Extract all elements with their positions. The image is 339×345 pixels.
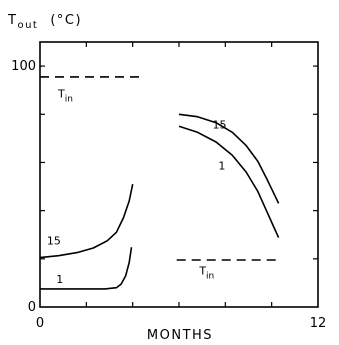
x-tick-label-0: 0	[36, 316, 44, 331]
series-line-0	[39, 183, 134, 259]
series-line-2	[178, 113, 280, 204]
x-tick-label-1: 12	[310, 316, 327, 331]
series-label-3: 1	[218, 160, 225, 173]
y-axis-label-main: T	[7, 13, 17, 28]
y-tick-label-0: 0	[28, 300, 36, 315]
labels-layer: Tout (°C) MONTHS	[7, 13, 213, 343]
y-axis-label-sub: out	[17, 20, 38, 31]
plot-frame-layer	[39, 41, 319, 308]
x-axis-label: MONTHS	[147, 328, 213, 343]
series-line-3	[178, 125, 280, 238]
y-axis-label: Tout (°C)	[7, 13, 82, 31]
series-layer: 15 1 15 1 Tin Tin	[39, 76, 280, 290]
series-label-2: 15	[213, 119, 227, 132]
series-label-0: 15	[47, 234, 61, 247]
y-tick-label-1: 100	[11, 59, 36, 74]
series-label-1: 1	[56, 273, 63, 286]
series-label-5: Tin	[198, 264, 214, 281]
series-line-1	[40, 247, 133, 290]
y-axis-label-unit: (°C)	[50, 13, 82, 28]
plot-frame	[39, 41, 319, 308]
ticks-layer: 0 12 0 100	[11, 42, 326, 331]
series-label-4: Tin	[57, 87, 73, 104]
